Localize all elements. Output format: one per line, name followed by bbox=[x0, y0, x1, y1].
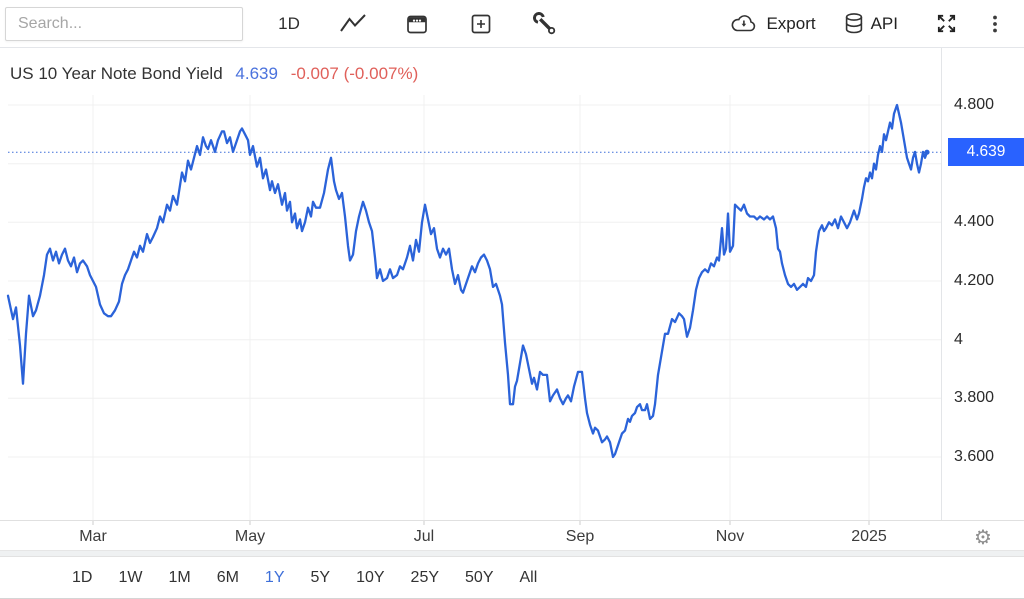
y-axis-label: 3.800 bbox=[954, 389, 995, 407]
x-axis-label: Jul bbox=[413, 528, 435, 545]
plus-square-icon bbox=[469, 12, 493, 36]
range-button-all[interactable]: All bbox=[519, 565, 537, 591]
fullscreen-icon bbox=[935, 12, 958, 35]
cloud-download-icon bbox=[729, 13, 759, 34]
search-input[interactable] bbox=[5, 6, 243, 41]
date-range-button[interactable] bbox=[395, 2, 439, 46]
chart-type-button[interactable] bbox=[331, 2, 375, 46]
chart-legend: US 10 Year Note Bond Yield 4.639 -0.007 … bbox=[10, 64, 418, 84]
database-icon bbox=[844, 12, 864, 36]
y-axis-label: 4.800 bbox=[954, 96, 995, 113]
toolbar-right-group: Export API bbox=[701, 2, 1010, 46]
range-button-1y[interactable]: 1Y bbox=[265, 565, 285, 591]
interval-selector[interactable]: 1D bbox=[267, 2, 311, 46]
x-axis-label: Nov bbox=[715, 528, 745, 545]
time-axis[interactable]: Mar May Jul Sep Nov 2025 bbox=[0, 526, 941, 550]
calendar-icon bbox=[405, 12, 429, 36]
api-label: API bbox=[870, 13, 898, 33]
export-label: Export bbox=[766, 13, 816, 33]
range-button-1d[interactable]: 1D bbox=[72, 565, 92, 591]
range-toolbar: 1D 1W 1M 6M 1Y 5Y 10Y 25Y 50Y All bbox=[0, 557, 1024, 598]
y-axis-label: 3.600 bbox=[954, 448, 995, 465]
last-price-badge: 4.639 bbox=[948, 138, 1024, 167]
range-button-1m[interactable]: 1M bbox=[168, 565, 190, 591]
plot-area[interactable] bbox=[0, 48, 1024, 550]
range-button-1w[interactable]: 1W bbox=[118, 565, 142, 591]
series-title: US 10 Year Note Bond Yield bbox=[10, 64, 223, 83]
last-value-text: 4.639 bbox=[235, 64, 278, 83]
axis-settings-button[interactable]: ⚙ bbox=[968, 525, 998, 551]
y-axis-label: 4 bbox=[954, 330, 963, 348]
range-button-6m[interactable]: 6M bbox=[217, 565, 239, 591]
x-axis-label: 2025 bbox=[851, 528, 887, 545]
top-toolbar: 1D bbox=[0, 0, 1024, 48]
gear-icon: ⚙ bbox=[974, 527, 992, 549]
range-button-10y[interactable]: 10Y bbox=[356, 565, 384, 591]
compare-button[interactable] bbox=[459, 2, 503, 46]
range-button-25y[interactable]: 25Y bbox=[411, 565, 439, 591]
export-button[interactable]: Export bbox=[729, 2, 816, 46]
kebab-menu-icon bbox=[983, 12, 1007, 36]
wrench-icon bbox=[533, 11, 557, 36]
x-axis-label: Sep bbox=[565, 528, 595, 545]
line-chart-icon bbox=[339, 12, 367, 36]
divider-strip bbox=[0, 550, 1024, 557]
range-button-50y[interactable]: 50Y bbox=[465, 565, 493, 591]
fullscreen-button[interactable] bbox=[924, 2, 968, 46]
y-axis-label: 4.200 bbox=[954, 272, 995, 289]
x-axis-label: Mar bbox=[79, 528, 107, 545]
api-button[interactable]: API bbox=[844, 2, 898, 46]
y-axis-label: 4.400 bbox=[954, 213, 995, 231]
change-text: -0.007 (-0.007%) bbox=[290, 64, 419, 83]
settings-tools-button[interactable] bbox=[523, 2, 567, 46]
chart-pane: US 10 Year Note Bond Yield 4.639 -0.007 … bbox=[0, 48, 1024, 550]
price-axis[interactable]: 4.639 4.800 4.400 4.200 4 3.800 3.600 bbox=[941, 48, 1024, 520]
range-button-5y[interactable]: 5Y bbox=[311, 565, 331, 591]
x-axis-label: May bbox=[234, 528, 266, 545]
more-menu-button[interactable] bbox=[980, 2, 1010, 46]
